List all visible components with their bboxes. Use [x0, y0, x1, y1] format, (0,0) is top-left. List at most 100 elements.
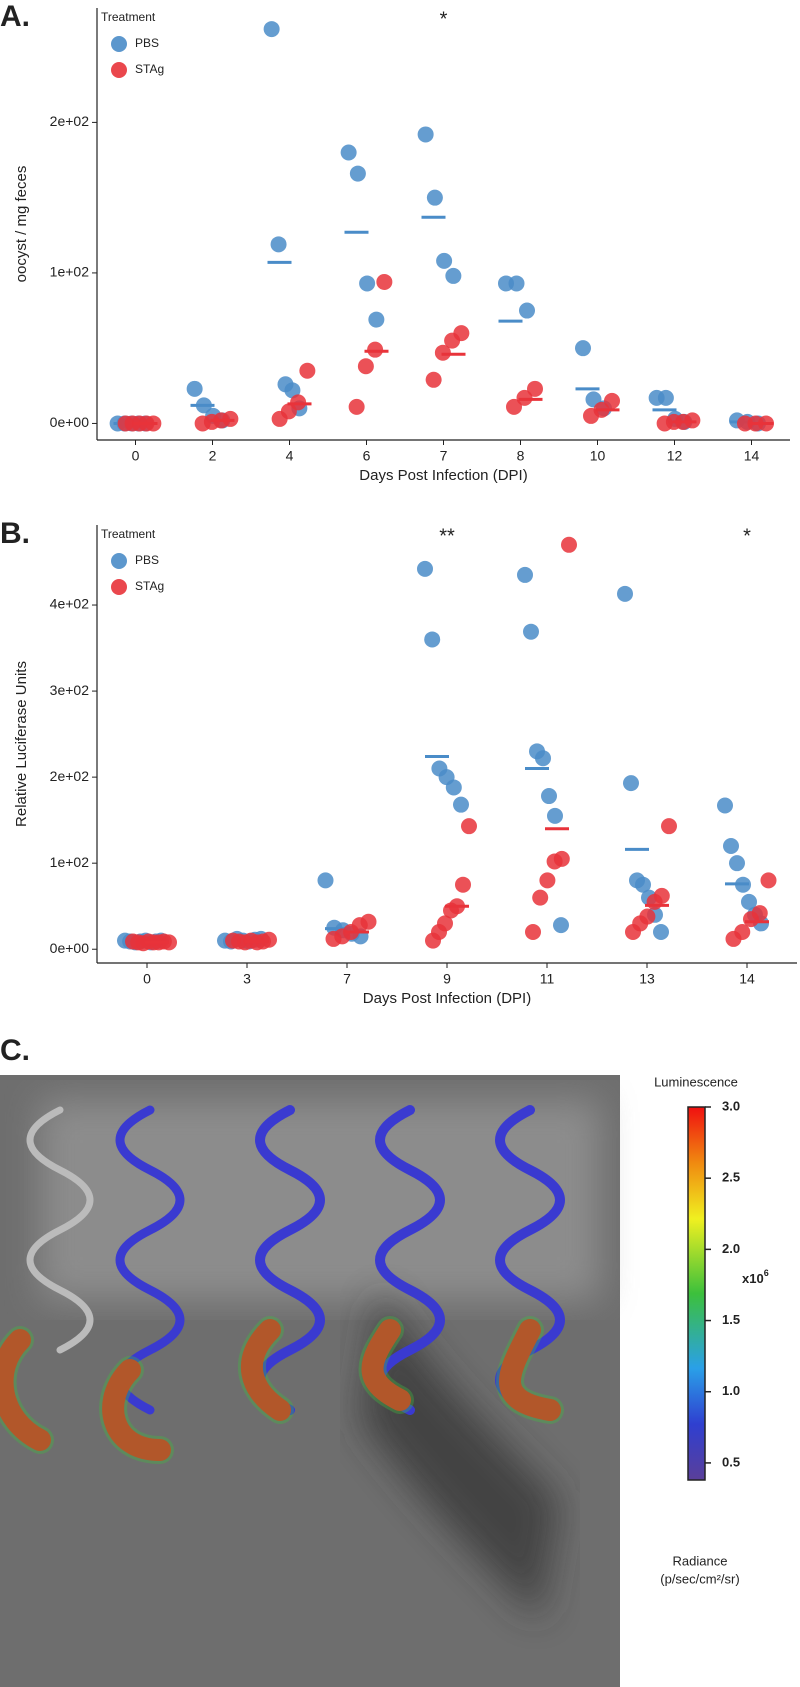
data-point	[653, 924, 669, 941]
data-point	[348, 398, 365, 415]
data-point	[583, 407, 599, 424]
x-tick-label: 11	[540, 971, 555, 987]
data-point	[547, 807, 563, 824]
data-point	[553, 917, 569, 934]
bioluminescence-image	[0, 1075, 620, 1687]
data-point	[523, 623, 539, 640]
x-axis-title: Days Post Infection (DPI)	[363, 990, 531, 1007]
data-point	[575, 340, 591, 357]
panel-label: B.	[0, 517, 30, 550]
data-point	[455, 876, 471, 893]
data-point	[284, 382, 301, 399]
data-point	[417, 126, 434, 143]
data-point	[436, 252, 453, 269]
data-point	[539, 872, 556, 889]
data-point	[517, 566, 533, 583]
y-tick-label: 1e+02	[50, 264, 90, 280]
colorbar-tick-label: 2.5	[722, 1170, 740, 1185]
x-tick-label: 3	[243, 971, 251, 987]
data-point	[445, 267, 462, 284]
data-point	[535, 750, 551, 767]
legend-label: STAg	[135, 579, 164, 593]
legend-label: PBS	[135, 36, 159, 50]
y-tick-label: 0e+00	[50, 414, 90, 430]
x-tick-label: 4	[286, 448, 294, 464]
data-point	[741, 893, 757, 910]
data-point	[444, 332, 461, 349]
legend-label: PBS	[135, 553, 159, 567]
data-point	[194, 415, 211, 432]
data-point	[508, 275, 525, 292]
y-axis-title: oocyst / mg feces	[13, 166, 30, 283]
data-point	[368, 311, 385, 328]
colorbar-tick-label: 3.0	[722, 1098, 740, 1113]
data-point	[506, 398, 522, 415]
data-point	[359, 275, 376, 292]
x-tick-label: 7	[343, 971, 351, 987]
data-point	[623, 775, 639, 792]
y-tick-label: 1e+02	[50, 854, 90, 870]
x-tick-label: 12	[667, 448, 683, 464]
data-point	[453, 796, 469, 813]
legend-swatch	[111, 553, 127, 569]
data-point	[661, 818, 677, 835]
x-tick-label: 8	[517, 448, 525, 464]
panel-label: C.	[0, 1034, 30, 1067]
legend-label: STAg	[135, 62, 164, 76]
data-point	[604, 392, 620, 409]
significance-mark: **	[439, 525, 455, 547]
data-point	[725, 930, 742, 947]
data-point	[357, 358, 374, 375]
y-tick-label: 2e+02	[50, 768, 90, 784]
data-point	[525, 924, 541, 941]
legend-title: Treatment	[101, 10, 156, 24]
x-tick-label: 9	[443, 971, 451, 987]
colorbar-footer: Radiance	[673, 1553, 728, 1568]
data-point	[656, 415, 673, 432]
x-tick-label: 14	[744, 448, 760, 464]
data-point	[117, 415, 134, 432]
x-tick-label: 0	[132, 448, 140, 464]
data-point	[340, 144, 357, 161]
data-point	[760, 872, 777, 889]
data-point	[541, 788, 557, 805]
data-point	[426, 189, 443, 206]
x-tick-label: 0	[143, 971, 151, 987]
data-point	[225, 932, 241, 949]
y-tick-label: 2e+02	[50, 113, 90, 129]
colorbar-tick-label: 0.5	[722, 1454, 740, 1469]
data-point	[299, 362, 316, 379]
data-point	[186, 380, 203, 397]
colorbar-tick-label: 1.5	[722, 1312, 740, 1327]
colorbar-title: Luminescence	[654, 1074, 738, 1089]
data-point	[729, 855, 745, 872]
data-point	[367, 341, 384, 358]
data-point	[646, 893, 663, 910]
data-point	[425, 371, 442, 388]
data-point	[125, 933, 141, 950]
unit-base: x10	[742, 1271, 764, 1286]
x-tick-label: 14	[739, 971, 755, 987]
data-point	[532, 889, 549, 906]
x-tick-label: 13	[639, 971, 655, 987]
y-tick-label: 0e+00	[50, 940, 90, 956]
data-point	[617, 585, 633, 602]
data-point	[263, 21, 280, 38]
data-point	[445, 779, 462, 796]
data-point	[376, 273, 393, 290]
x-axis-title: Days Post Infection (DPI)	[359, 467, 527, 484]
data-point	[325, 930, 342, 947]
y-tick-label: 3e+02	[50, 682, 90, 698]
data-point	[424, 631, 441, 648]
legend-swatch	[111, 62, 127, 78]
data-point	[546, 853, 563, 870]
data-point	[717, 797, 733, 814]
data-point	[461, 818, 477, 835]
data-point	[519, 302, 535, 319]
data-point	[561, 536, 577, 553]
unit-exponent: 6	[764, 1268, 769, 1278]
data-point	[349, 165, 366, 182]
data-point	[425, 932, 441, 949]
x-tick-label: 6	[363, 448, 371, 464]
data-point	[657, 389, 674, 406]
